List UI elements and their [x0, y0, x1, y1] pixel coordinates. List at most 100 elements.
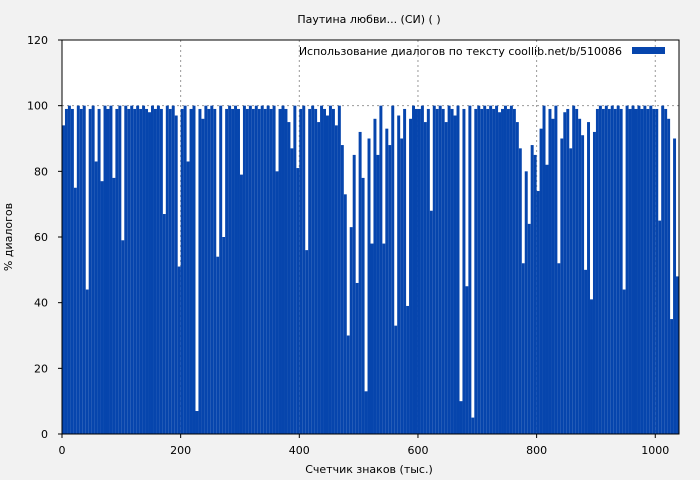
bar: [133, 108, 137, 434]
bar: [634, 108, 638, 434]
bar: [566, 108, 570, 434]
bar: [414, 108, 418, 434]
bar: [266, 105, 270, 435]
bar: [225, 108, 229, 434]
bar: [204, 105, 208, 435]
bar: [67, 105, 71, 435]
bar: [210, 105, 214, 435]
bar: [646, 108, 650, 434]
bar: [569, 148, 573, 434]
bar: [269, 108, 273, 434]
bar: [474, 108, 478, 434]
bar: [557, 263, 561, 434]
bar: [305, 250, 309, 434]
bar: [542, 105, 546, 435]
bar: [257, 108, 261, 434]
bar: [62, 125, 65, 434]
legend-swatch: [632, 47, 665, 54]
bar: [417, 108, 421, 434]
bar: [242, 105, 246, 435]
bar: [643, 105, 647, 435]
bar: [302, 105, 306, 435]
bar: [423, 122, 427, 434]
x-tick-label: 400: [289, 444, 310, 457]
bar: [216, 256, 220, 434]
bar: [124, 105, 128, 435]
bar: [186, 161, 190, 434]
bar: [637, 105, 641, 435]
bar: [640, 108, 644, 434]
legend-label: Использование диалогов по тексту coollib…: [299, 45, 622, 58]
bar: [290, 148, 294, 434]
bar: [177, 266, 181, 434]
bar: [601, 108, 605, 434]
bar: [228, 105, 232, 435]
bar: [284, 108, 288, 434]
bar: [435, 108, 439, 434]
bar: [370, 243, 374, 434]
bar: [323, 108, 327, 434]
y-tick-label: 60: [34, 231, 48, 244]
bar: [162, 214, 166, 434]
bar: [275, 171, 279, 435]
bar: [501, 108, 504, 434]
bar: [652, 108, 656, 434]
bar: [254, 105, 258, 435]
bar: [382, 243, 386, 434]
bar: [379, 105, 383, 435]
bar: [94, 161, 98, 434]
bar: [156, 105, 160, 435]
bar: [391, 105, 395, 435]
bar: [575, 108, 579, 434]
bar: [352, 154, 356, 434]
bar: [412, 105, 415, 435]
y-tick-label: 20: [34, 362, 48, 375]
bar: [85, 289, 89, 434]
bar: [397, 115, 401, 435]
bar: [168, 108, 172, 434]
bar: [530, 145, 534, 435]
bar: [560, 138, 564, 434]
bar: [509, 105, 513, 435]
bar: [607, 108, 611, 434]
bar: [471, 417, 475, 434]
bar: [394, 325, 398, 434]
bar: [153, 108, 157, 434]
bar: [628, 108, 632, 434]
bar: [664, 108, 668, 434]
bar: [563, 112, 567, 434]
bar: [112, 177, 116, 434]
bar: [554, 105, 558, 435]
bar: [118, 105, 122, 435]
bar: [527, 223, 531, 434]
bar: [296, 168, 300, 435]
bar: [281, 105, 285, 435]
bar: [349, 227, 353, 434]
bar: [317, 122, 321, 434]
bar: [287, 122, 291, 434]
y-tick-label: 100: [27, 100, 48, 113]
bar: [503, 105, 507, 435]
bar: [649, 105, 653, 435]
bar: [70, 108, 74, 434]
bar: [515, 122, 519, 434]
y-axis: 0 20 40 60 80 100 120: [27, 34, 62, 441]
bar: [584, 269, 588, 434]
bar: [438, 105, 442, 435]
bar: [572, 105, 576, 435]
bar: [127, 108, 131, 434]
bar: [468, 105, 472, 435]
bar: [174, 115, 178, 435]
bar: [512, 108, 516, 434]
x-tick-label: 1000: [641, 444, 669, 457]
bar: [364, 391, 368, 434]
y-tick-label: 120: [27, 34, 48, 47]
bar: [311, 105, 315, 435]
bar: [403, 108, 407, 434]
bar: [201, 118, 205, 435]
bar: [239, 174, 243, 434]
bar: [109, 105, 113, 435]
x-tick-label: 800: [526, 444, 547, 457]
bar: [539, 128, 543, 434]
bar: [245, 108, 249, 434]
